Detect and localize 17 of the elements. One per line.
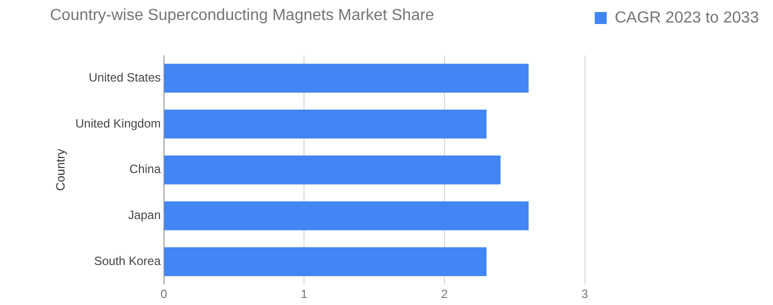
bar	[164, 64, 529, 93]
x-tick-label: 1	[300, 287, 308, 302]
chart-title: Country-wise Superconducting Magnets Market Share	[50, 7, 434, 24]
bar	[164, 201, 529, 230]
bar	[164, 155, 501, 184]
y-axis-title: Country	[54, 148, 68, 191]
y-tick-label: South Korea	[94, 254, 162, 268]
x-tick-label: 0	[160, 287, 168, 302]
legend-label: CAGR 2023 to 2033	[614, 9, 759, 26]
y-tick-label: United Kingdom	[75, 116, 161, 130]
y-tick-label: Japan	[128, 208, 161, 222]
x-tick-label: 3	[581, 287, 588, 302]
y-tick-label: United States	[88, 70, 161, 84]
bar	[164, 247, 487, 276]
x-tick-label: 2	[441, 287, 448, 302]
y-tick-label: China	[129, 162, 162, 176]
bar	[164, 110, 487, 138]
